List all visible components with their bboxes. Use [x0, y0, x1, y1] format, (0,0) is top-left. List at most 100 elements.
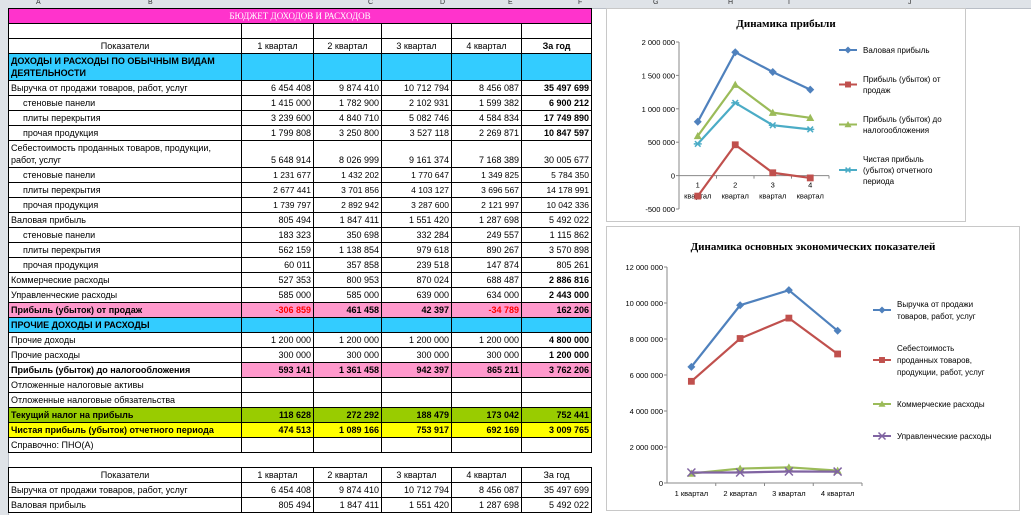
- row-label[interactable]: плиты перекрытия: [8, 242, 242, 258]
- value-cell[interactable]: 30 005 677: [521, 140, 592, 168]
- row-label[interactable]: стеновые панели: [8, 227, 242, 243]
- value-cell[interactable]: 1 782 900: [313, 95, 382, 111]
- cell[interactable]: [313, 437, 382, 453]
- value-cell[interactable]: 9 874 410: [313, 80, 382, 96]
- value-cell[interactable]: [451, 377, 522, 393]
- value-cell[interactable]: 3 762 206: [521, 362, 592, 378]
- value-cell[interactable]: 1 138 854: [313, 242, 382, 258]
- header-cell[interactable]: За год: [521, 38, 592, 54]
- header-cell[interactable]: За год: [521, 467, 592, 483]
- column-header[interactable]: B: [148, 0, 153, 6]
- value-cell[interactable]: 753 917: [381, 422, 452, 438]
- value-cell[interactable]: 5 784 350: [521, 167, 592, 183]
- row-label[interactable]: Управленческие расходы: [8, 287, 242, 303]
- row-label[interactable]: Валовая прибыль: [8, 497, 242, 513]
- value-cell[interactable]: [521, 392, 592, 408]
- value-cell[interactable]: [451, 392, 522, 408]
- value-cell[interactable]: [313, 377, 382, 393]
- cell[interactable]: [381, 23, 452, 39]
- row-label[interactable]: Валовая прибыль: [8, 212, 242, 228]
- column-header[interactable]: D: [440, 0, 446, 6]
- value-cell[interactable]: 562 159: [241, 242, 314, 258]
- value-cell[interactable]: 1 415 000: [241, 95, 314, 111]
- value-cell[interactable]: 585 000: [313, 287, 382, 303]
- cell[interactable]: [521, 317, 592, 333]
- value-cell[interactable]: 1 799 808: [241, 125, 314, 141]
- value-cell[interactable]: 585 000: [241, 287, 314, 303]
- value-cell[interactable]: 865 211: [451, 362, 522, 378]
- value-cell[interactable]: 272 292: [313, 407, 382, 423]
- row-label[interactable]: Выручка от продажи товаров, работ, услуг: [8, 80, 242, 96]
- cell[interactable]: [241, 317, 314, 333]
- cell[interactable]: [381, 53, 452, 81]
- value-cell[interactable]: 4 103 127: [381, 182, 452, 198]
- value-cell[interactable]: 805 494: [241, 497, 314, 513]
- row-label[interactable]: Выручка от продажи товаров, работ, услуг: [8, 482, 242, 498]
- value-cell[interactable]: 1 200 000: [451, 332, 522, 348]
- economic-indicators-chart[interactable]: Динамика основных экономических показате…: [606, 226, 1020, 511]
- value-cell[interactable]: 1 287 698: [451, 212, 522, 228]
- value-cell[interactable]: 752 441: [521, 407, 592, 423]
- value-cell[interactable]: 2 677 441: [241, 182, 314, 198]
- value-cell[interactable]: [381, 392, 452, 408]
- note-cell[interactable]: Справочно: ПНО(А): [8, 437, 242, 453]
- value-cell[interactable]: 2 102 931: [381, 95, 452, 111]
- value-cell[interactable]: 805 261: [521, 257, 592, 273]
- value-cell[interactable]: 634 000: [451, 287, 522, 303]
- cell[interactable]: [522, 453, 592, 468]
- cell[interactable]: [521, 437, 592, 453]
- cell[interactable]: [381, 437, 452, 453]
- value-cell[interactable]: 1 349 825: [451, 167, 522, 183]
- value-cell[interactable]: 2 443 000: [521, 287, 592, 303]
- column-header[interactable]: C: [368, 0, 374, 6]
- value-cell[interactable]: 2 269 871: [451, 125, 522, 141]
- column-header[interactable]: G: [653, 0, 659, 6]
- value-cell[interactable]: 2 121 997: [451, 197, 522, 213]
- row-label[interactable]: Прибыль (убыток) до налогообложения: [8, 362, 242, 378]
- value-cell[interactable]: 35 497 699: [521, 80, 592, 96]
- value-cell[interactable]: 183 323: [241, 227, 314, 243]
- value-cell[interactable]: 593 141: [241, 362, 314, 378]
- value-cell[interactable]: 1 847 411: [313, 212, 382, 228]
- row-label[interactable]: стеновые панели: [8, 95, 242, 111]
- column-header[interactable]: E: [508, 0, 513, 6]
- value-cell[interactable]: 1 770 647: [381, 167, 452, 183]
- value-cell[interactable]: 1 551 420: [381, 212, 452, 228]
- header-cell[interactable]: 4 квартал: [451, 467, 522, 483]
- cell[interactable]: [451, 23, 522, 39]
- cell[interactable]: [9, 453, 242, 468]
- value-cell[interactable]: 1 200 000: [521, 347, 592, 363]
- value-cell[interactable]: 1 432 202: [313, 167, 382, 183]
- cell[interactable]: [313, 53, 382, 81]
- row-label[interactable]: плиты перекрытия: [8, 182, 242, 198]
- value-cell[interactable]: 300 000: [241, 347, 314, 363]
- column-header[interactable]: J: [908, 0, 912, 6]
- value-cell[interactable]: 147 874: [451, 257, 522, 273]
- row-label[interactable]: прочая продукция: [8, 197, 242, 213]
- section-title[interactable]: ПРОЧИЕ ДОХОДЫ И РАСХОДЫ: [8, 317, 242, 333]
- value-cell[interactable]: 357 858: [313, 257, 382, 273]
- row-label[interactable]: Текущий налог на прибыль: [8, 407, 242, 423]
- value-cell[interactable]: 4 840 710: [313, 110, 382, 126]
- value-cell[interactable]: 3 239 600: [241, 110, 314, 126]
- row-label[interactable]: прочая продукция: [8, 125, 242, 141]
- profit-dynamics-chart[interactable]: Динамика прибыли 2 000 000 1 500 000 1 000…: [606, 8, 966, 222]
- cell[interactable]: [241, 437, 314, 453]
- header-cell[interactable]: Показатели: [8, 467, 242, 483]
- value-cell[interactable]: 800 953: [313, 272, 382, 288]
- value-cell[interactable]: 474 513: [241, 422, 314, 438]
- column-header[interactable]: F: [578, 0, 583, 6]
- value-cell[interactable]: 60 011: [241, 257, 314, 273]
- row-label[interactable]: прочая продукция: [8, 257, 242, 273]
- row-label[interactable]: Прочие расходы: [8, 347, 242, 363]
- value-cell[interactable]: 9 874 410: [313, 482, 382, 498]
- value-cell[interactable]: 10 712 794: [381, 482, 452, 498]
- row-label[interactable]: Себестоимость проданных товаров, продукц…: [8, 140, 242, 168]
- header-cell[interactable]: 1 квартал: [241, 38, 314, 54]
- value-cell[interactable]: 3 287 600: [381, 197, 452, 213]
- value-cell[interactable]: 1 847 411: [313, 497, 382, 513]
- cell[interactable]: [382, 453, 452, 468]
- value-cell[interactable]: 350 698: [313, 227, 382, 243]
- value-cell[interactable]: 639 000: [381, 287, 452, 303]
- value-cell[interactable]: 3 570 898: [521, 242, 592, 258]
